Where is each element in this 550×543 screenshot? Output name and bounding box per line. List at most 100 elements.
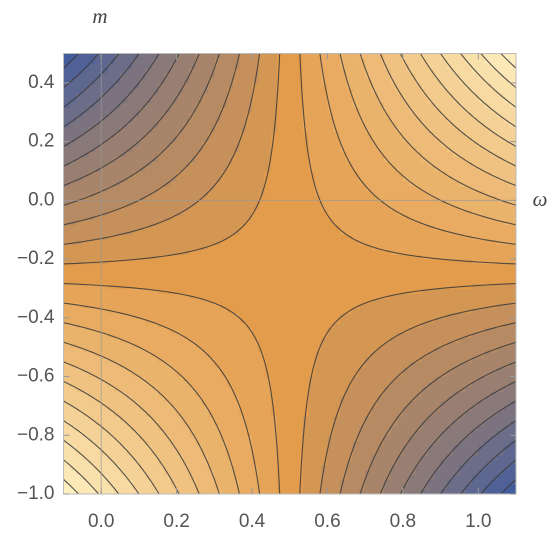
contour-cell [170, 278, 178, 285]
contour-cell [428, 215, 435, 221]
contour-cell [490, 308, 498, 314]
contour-cell [340, 435, 347, 441]
contour-cell [126, 205, 134, 211]
contour-cell [107, 293, 115, 299]
contour-cell [390, 303, 398, 309]
contour-cell [384, 386, 391, 392]
contour-cell [214, 356, 222, 363]
contour-cell [214, 229, 222, 236]
contour-cell [182, 254, 190, 260]
contour-cell [214, 386, 222, 392]
contour-cell [377, 327, 385, 334]
contour-cell [245, 234, 253, 241]
contour-cell [277, 170, 285, 177]
contour-cell [472, 170, 479, 177]
contour-cell [214, 464, 222, 471]
contour-cell [170, 263, 178, 270]
contour-cell [421, 361, 429, 368]
contour-cell [145, 415, 153, 422]
contour-cell [396, 420, 404, 427]
contour-cell [484, 464, 492, 471]
contour-cell [428, 430, 435, 436]
contour-cell [94, 405, 102, 412]
contour-cell [384, 308, 391, 314]
contour-cell [138, 170, 146, 177]
contour-cell [377, 352, 385, 358]
contour-cell [233, 391, 241, 397]
contour-cell [214, 268, 222, 275]
contour-cell [88, 288, 96, 294]
contour-cell [503, 405, 511, 412]
contour-cell [226, 366, 234, 373]
contour-cell [145, 371, 153, 378]
contour-cell [101, 396, 109, 402]
contour-cell [503, 180, 511, 187]
contour-cell [258, 371, 266, 378]
contour-cell [314, 386, 322, 392]
contour-cell [63, 244, 71, 250]
contour-cell [490, 425, 498, 431]
contour-cell [314, 283, 322, 290]
contour-cell [82, 146, 90, 152]
contour-cell [352, 175, 360, 182]
contour-cell [145, 332, 153, 338]
contour-cell [252, 459, 259, 466]
contour-cell [82, 342, 90, 348]
contour-cell [314, 425, 322, 431]
contour-cell [69, 361, 77, 368]
contour-cell [101, 371, 109, 378]
contour-cell [415, 298, 423, 304]
contour-cell [302, 303, 310, 309]
contour-cell [296, 254, 303, 260]
contour-cell [352, 190, 360, 197]
contour-cell [63, 347, 71, 353]
contour-cell [107, 366, 115, 373]
contour-cell [233, 352, 241, 358]
contour-cell [270, 273, 278, 280]
contour-cell [308, 190, 316, 197]
contour-cell [226, 415, 234, 422]
contour-cell [226, 205, 234, 211]
contour-cell [214, 459, 222, 466]
contour-cell [208, 361, 215, 368]
contour-cell [509, 219, 517, 226]
contour-cell [120, 405, 127, 412]
contour-cell [120, 361, 127, 368]
contour-cell [509, 386, 517, 392]
contour-cell [371, 479, 379, 485]
contour-cell [151, 190, 159, 197]
contour-cell [233, 464, 241, 471]
contour-cell [220, 347, 228, 353]
contour-cell [327, 239, 335, 245]
contour-cell [214, 263, 222, 270]
contour-cell [107, 239, 115, 245]
contour-cell [377, 175, 385, 182]
contour-cell [233, 195, 241, 201]
contour-cell [189, 479, 197, 485]
contour-cell [453, 210, 461, 216]
contour-cell [340, 288, 347, 294]
contour-cell [302, 249, 310, 255]
contour-cell [277, 249, 285, 255]
contour-cell [195, 396, 203, 402]
contour-cell [195, 185, 203, 192]
contour-cell [289, 420, 297, 427]
contour-cell [182, 268, 190, 275]
contour-cell [239, 386, 247, 392]
contour-cell [220, 454, 228, 461]
contour-cell [270, 479, 278, 485]
contour-cell [428, 288, 435, 294]
contour-cell [214, 161, 222, 167]
contour-cell [484, 317, 492, 324]
contour-cell [101, 239, 109, 245]
contour-cell [302, 215, 310, 221]
contour-cell [69, 249, 77, 255]
contour-cell [220, 322, 228, 329]
contour-cell [289, 308, 297, 314]
contour-cell [264, 484, 272, 490]
contour-cell [195, 474, 203, 480]
contour-cell [453, 293, 461, 299]
contour-cell [365, 371, 373, 378]
contour-cell [497, 244, 505, 250]
contour-cell [258, 440, 266, 446]
